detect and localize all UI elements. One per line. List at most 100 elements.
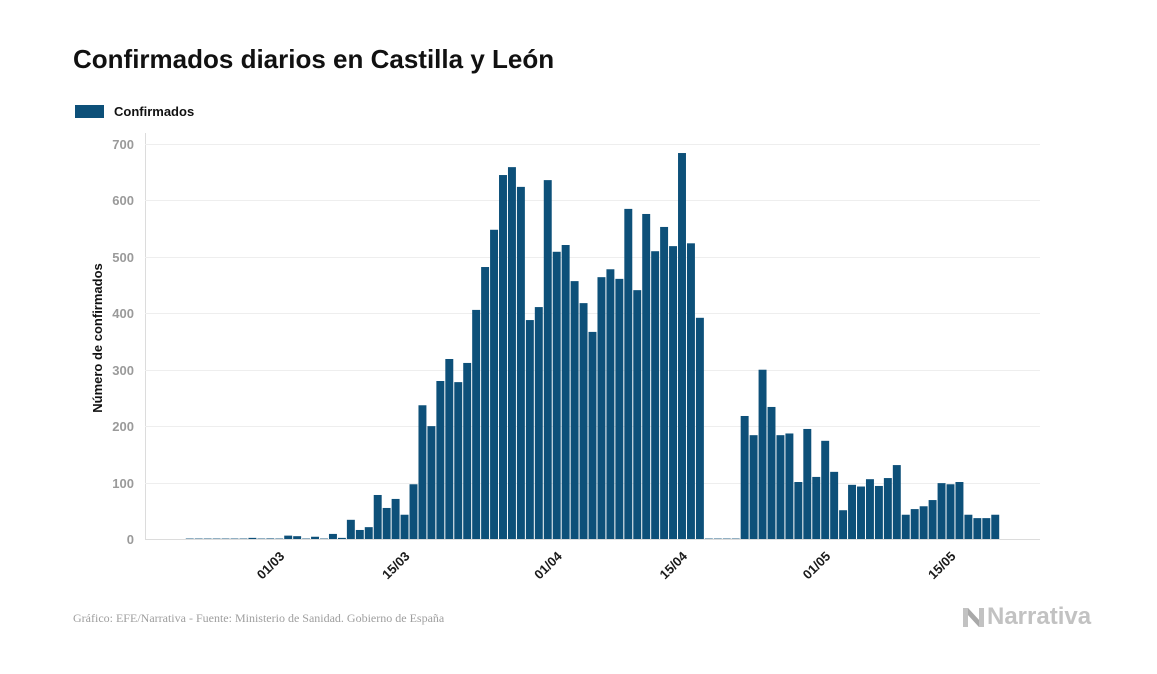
bar <box>937 483 946 539</box>
bar <box>955 482 964 539</box>
bar <box>892 465 901 539</box>
legend: Confirmados <box>75 105 194 118</box>
bar <box>991 514 1000 539</box>
y-tick-label: 0 <box>127 532 134 547</box>
bar <box>221 538 230 539</box>
bar <box>901 514 910 539</box>
bar <box>409 484 418 539</box>
logo-text: Narrativa <box>987 603 1092 630</box>
bar <box>472 309 481 539</box>
bar <box>320 538 328 539</box>
bar <box>803 428 812 539</box>
y-tick-label: 100 <box>112 476 134 491</box>
bar <box>543 180 552 539</box>
bar <box>230 538 239 539</box>
bar <box>194 538 203 539</box>
chart-title: Confirmados diarios en Castilla y León <box>73 44 555 74</box>
bar <box>749 435 758 539</box>
bar <box>337 537 346 539</box>
bar <box>266 538 275 539</box>
bar <box>481 267 490 539</box>
bar <box>579 303 588 539</box>
bar <box>525 320 534 539</box>
x-tick-label: 01/04 <box>531 548 565 582</box>
bar <box>615 278 624 539</box>
bar <box>203 538 212 539</box>
bar <box>830 471 839 539</box>
bar <box>642 213 651 539</box>
bar <box>490 229 499 539</box>
bar <box>704 538 713 539</box>
bar <box>570 281 579 539</box>
bar <box>588 331 597 539</box>
source-credit: Gráfico: EFE/Narrativa - Fuente: Ministe… <box>73 611 445 625</box>
bar <box>373 494 382 539</box>
y-tick-label: 600 <box>112 193 134 208</box>
bar <box>382 507 391 539</box>
bar <box>355 529 364 539</box>
x-tick-label: 01/03 <box>254 549 288 583</box>
bar <box>633 290 642 539</box>
narrativa-logo: Narrativa <box>963 605 1091 629</box>
bar <box>669 246 678 539</box>
bar <box>624 208 633 539</box>
bar <box>346 519 355 539</box>
bar <box>507 167 516 539</box>
bar <box>284 535 293 539</box>
bar <box>391 498 400 539</box>
bar <box>982 518 991 539</box>
bar <box>767 406 776 539</box>
bar <box>463 362 472 539</box>
bar <box>874 485 883 539</box>
bar <box>785 433 794 539</box>
y-axis-title: Número de confirmados <box>90 263 105 413</box>
bar <box>561 245 570 539</box>
x-tick-label: 01/05 <box>800 549 834 583</box>
bar <box>293 536 302 539</box>
bar <box>516 186 525 539</box>
bar <box>597 277 606 539</box>
bar <box>946 484 955 539</box>
narrativa-n-icon <box>963 607 984 627</box>
bar <box>713 538 722 539</box>
bar <box>311 536 320 539</box>
bar <box>848 484 857 539</box>
bar <box>436 381 445 539</box>
bar <box>776 435 785 539</box>
bar <box>239 538 248 539</box>
bar <box>552 251 561 539</box>
bar <box>185 538 194 539</box>
bar <box>678 153 686 539</box>
bar <box>427 426 436 539</box>
bar <box>794 482 803 539</box>
bar <box>302 538 311 539</box>
bar <box>328 533 337 539</box>
bar <box>821 440 830 539</box>
bar <box>686 243 695 540</box>
bar <box>812 476 821 539</box>
legend-swatch <box>75 105 104 118</box>
y-tick-label: 500 <box>112 250 134 265</box>
bar <box>499 175 507 540</box>
bar <box>731 538 740 539</box>
bar <box>722 538 731 539</box>
bar <box>275 538 284 539</box>
x-tick-label: 15/05 <box>925 549 959 583</box>
y-tick-label: 200 <box>112 419 134 434</box>
bar <box>445 358 454 539</box>
bar <box>400 514 409 539</box>
bar <box>606 269 615 539</box>
bar <box>857 486 865 539</box>
bar <box>839 510 848 539</box>
y-tick-label: 300 <box>112 363 134 378</box>
bar <box>910 509 919 539</box>
x-tick-label: 15/03 <box>379 549 413 583</box>
bar-series-confirmados <box>185 153 1000 540</box>
bar <box>695 317 704 539</box>
bar <box>919 506 928 539</box>
bar <box>928 500 937 539</box>
bar <box>651 251 660 539</box>
bar <box>964 514 973 539</box>
x-tick-label: 15/04 <box>657 548 691 582</box>
bar <box>865 479 874 539</box>
